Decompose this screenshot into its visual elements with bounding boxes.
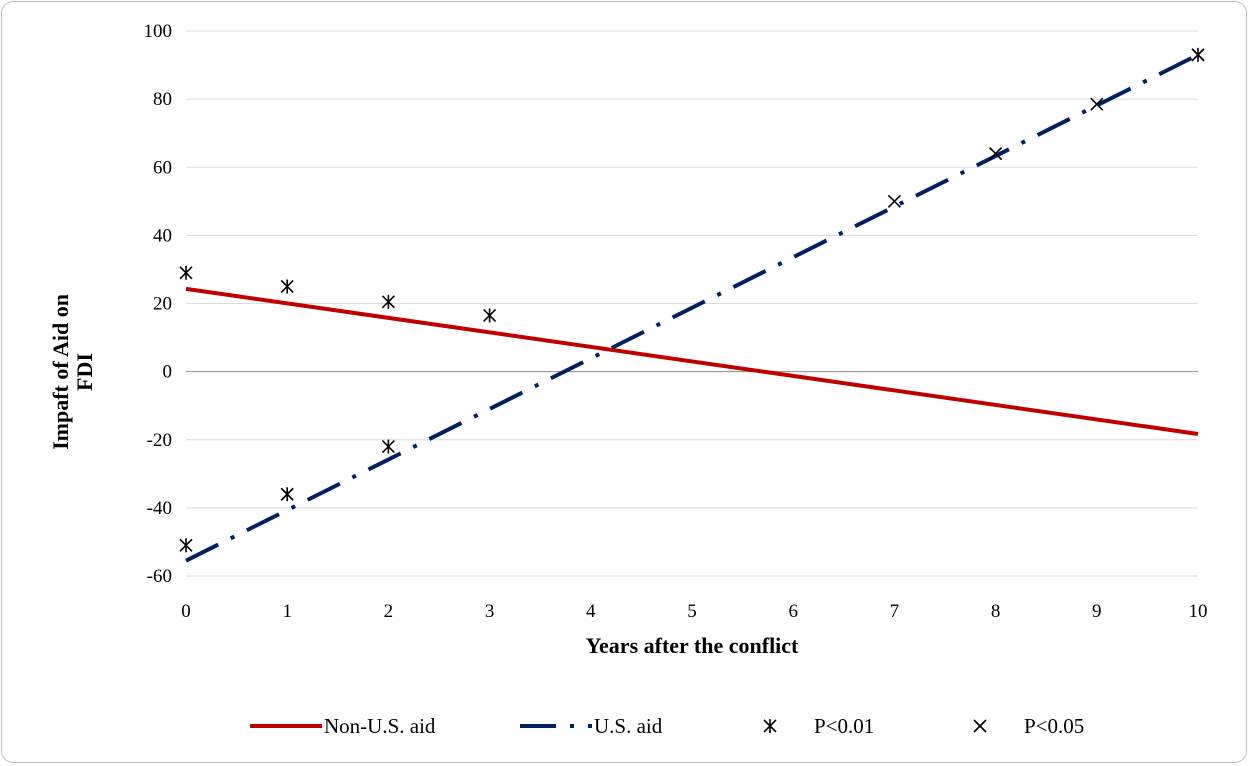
x-tick-label: 8 [991, 601, 1001, 622]
y-axis-ticks: 100 80 60 40 20 0 -20 -40 -60 [144, 21, 173, 587]
x-tick-label: 10 [1189, 601, 1208, 622]
significance-markers [179, 47, 1205, 553]
x-tick-label: 3 [485, 601, 495, 622]
legend-item: U.S. aid [520, 714, 663, 738]
y-tick-label: 100 [144, 21, 173, 42]
series-line-0 [185, 286, 1199, 436]
legend-swatch [763, 719, 777, 733]
legend-item: P<0.05 [973, 714, 1084, 738]
marker-point-asterisk [179, 538, 193, 553]
x-tick-label: 7 [890, 601, 900, 622]
legend-item: Non-U.S. aid [250, 714, 436, 738]
x-tick-label: 4 [586, 601, 596, 622]
marker-point-asterisk [483, 308, 497, 323]
marker-point-asterisk [179, 265, 193, 280]
legend-label: U.S. aid [594, 714, 663, 738]
marker-stroke [887, 194, 901, 208]
marker-point-x [989, 147, 1003, 161]
legend-swatch [973, 719, 987, 733]
marker-point-asterisk [381, 294, 395, 309]
y-axis-title-line2: FDI [72, 353, 97, 391]
x-tick-label: 1 [282, 601, 292, 622]
x-axis-title: Years after the conflict [586, 633, 799, 658]
y-tick-label: 0 [163, 362, 173, 383]
marker-point-asterisk [381, 439, 395, 454]
y-tick-label: -40 [147, 498, 172, 519]
y-tick-label: 40 [153, 225, 172, 246]
marker-stroke [1191, 48, 1205, 62]
y-tick-label: -20 [147, 430, 172, 451]
y-axis-title: Impaft of Aid on FDI [48, 294, 97, 450]
marker-point-x [887, 194, 901, 208]
series-line-1 [185, 53, 1199, 563]
x-tick-label: 9 [1092, 601, 1102, 622]
x-tick-label: 0 [181, 601, 191, 622]
legend: Non-U.S. aid U.S. aid P<0.01 P<0.05 [250, 714, 1084, 738]
legend-label: P<0.01 [814, 714, 874, 738]
marker-stroke [1090, 97, 1104, 111]
y-tick-label: 80 [153, 89, 172, 110]
marker-stroke [989, 147, 1003, 161]
marker-point-x [1191, 48, 1205, 62]
marker-point-asterisk [280, 487, 294, 502]
y-tick-label: 60 [153, 157, 172, 178]
marker-point-asterisk [280, 279, 294, 294]
y-tick-label: 20 [153, 294, 172, 315]
legend-label: Non-U.S. aid [324, 714, 436, 738]
y-tick-label: -60 [147, 566, 172, 587]
x-tick-label: 5 [687, 601, 697, 622]
series-lines [185, 53, 1199, 563]
marker-stroke [973, 719, 987, 733]
marker-point-x [1090, 97, 1104, 111]
x-axis-ticks: 0 1 2 3 4 5 6 7 8 9 10 [181, 601, 1207, 622]
gridlines [186, 30, 1198, 577]
legend-label: P<0.05 [1024, 714, 1084, 738]
legend-item: P<0.01 [763, 714, 874, 738]
x-tick-label: 2 [384, 601, 394, 622]
x-tick-label: 6 [788, 601, 798, 622]
y-axis-title-line1: Impaft of Aid on [48, 294, 73, 450]
